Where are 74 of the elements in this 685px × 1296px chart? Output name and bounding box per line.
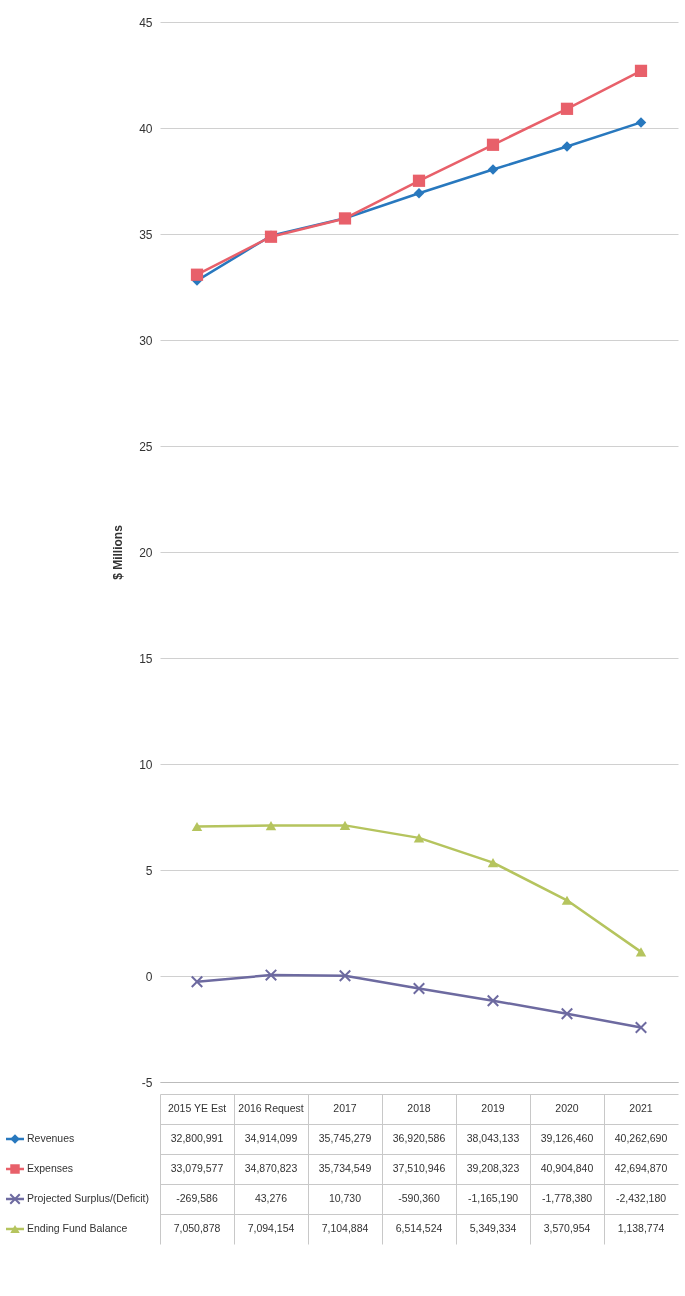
text: 3,570,954 [543, 1222, 591, 1234]
point [191, 821, 203, 832]
y-tick-label: 15 [139, 651, 153, 666]
point [487, 164, 499, 175]
text: -1,165,190 [467, 1192, 519, 1204]
legend-label: Revenues [27, 1132, 75, 1144]
point [190, 268, 204, 281]
point [339, 820, 351, 830]
y-axis-title: $ Millions [111, 524, 126, 580]
text: 34,870,823 [244, 1162, 298, 1174]
text: 5,349,334 [469, 1222, 517, 1234]
point [560, 102, 574, 115]
point [190, 975, 204, 988]
text: 7,094,154 [247, 1222, 295, 1234]
text: 40,904,840 [540, 1162, 594, 1174]
text: 10,730 [328, 1192, 362, 1204]
point [634, 64, 648, 77]
text: 37,510,946 [392, 1162, 446, 1174]
text: 35,734,549 [318, 1162, 372, 1174]
x-tick-label: 2015 YE Est [167, 1102, 227, 1114]
x-tick-label: 2016 Request [238, 1102, 304, 1114]
text: 7,104,884 [321, 1222, 369, 1234]
y-tick-label: 5 [145, 863, 153, 878]
text: 32,800,991 [170, 1132, 224, 1144]
text: -1,778,380 [541, 1192, 593, 1204]
point [412, 174, 426, 187]
text: -2,432,180 [615, 1192, 667, 1204]
point [264, 968, 278, 982]
text: 43,276 [254, 1192, 288, 1204]
point [561, 895, 573, 905]
x-tick-label: 2017 [333, 1102, 357, 1114]
text: 35,745,279 [318, 1132, 372, 1144]
y-tick-label: 35 [139, 227, 153, 242]
x-tick-label: 2019 [481, 1102, 505, 1114]
y-tick-label: 20 [139, 545, 153, 560]
text: 40,262,690 [614, 1132, 668, 1144]
legend-label: Projected Surplus/(Deficit) [27, 1192, 149, 1204]
point [413, 188, 425, 199]
text: -269,586 [176, 1192, 218, 1204]
text: 39,126,460 [540, 1132, 594, 1144]
text: 39,208,323 [466, 1162, 520, 1174]
point [265, 821, 277, 831]
point [635, 947, 647, 957]
point [634, 1021, 648, 1034]
text: 34,914,099 [244, 1132, 298, 1144]
legend-label: Ending Fund Balance [27, 1222, 128, 1234]
x-tick-label: 2020 [555, 1102, 579, 1114]
text: 6,514,524 [395, 1222, 443, 1234]
x-tick-label: 2018 [407, 1102, 431, 1114]
y-tick-label: 40 [139, 121, 153, 136]
text: 1,138,774 [617, 1222, 665, 1234]
x-tick-label: 2021 [629, 1102, 653, 1114]
point [561, 141, 573, 152]
text: 36,920,586 [392, 1132, 446, 1144]
point [560, 1007, 574, 1020]
y-tick-label: 25 [139, 439, 153, 454]
point [412, 982, 426, 995]
point [635, 117, 647, 128]
point [413, 833, 425, 843]
text: 33,079,577 [170, 1162, 224, 1174]
y-tick-label: 10 [139, 757, 153, 772]
legend-label: Expenses [27, 1162, 74, 1174]
point [486, 994, 500, 1007]
text: -590,360 [398, 1192, 440, 1204]
text: 38,043,133 [466, 1132, 520, 1144]
y-tick-label: 0 [145, 969, 153, 984]
y-tick-label: 30 [139, 333, 153, 348]
y-tick-label: -5 [141, 1075, 153, 1090]
text: 42,694,870 [614, 1162, 668, 1174]
y-tick-label: 45 [139, 15, 153, 30]
point [487, 858, 499, 868]
text: 7,050,878 [173, 1222, 221, 1234]
point [486, 138, 500, 151]
point [338, 969, 352, 983]
